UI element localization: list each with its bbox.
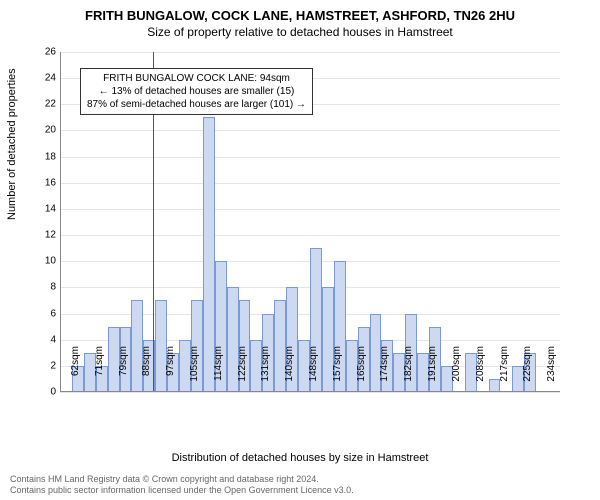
x-tick-label: 165sqm: [356, 346, 367, 396]
x-tick-label: 114sqm: [213, 346, 224, 396]
footer-line-1: Contains HM Land Registry data © Crown c…: [10, 474, 354, 485]
y-tick-label: 10: [26, 256, 56, 267]
x-tick-label: 208sqm: [475, 346, 486, 396]
y-axis-line: [60, 52, 61, 392]
annotation-line: FRITH BUNGALOW COCK LANE: 94sqm: [87, 72, 306, 85]
x-tick-label: 182sqm: [403, 346, 414, 396]
y-tick-label: 12: [26, 230, 56, 241]
y-tick-label: 20: [26, 125, 56, 136]
grid-line: [60, 209, 560, 210]
y-tick-label: 0: [26, 387, 56, 398]
y-tick-label: 26: [26, 47, 56, 58]
y-tick-label: 24: [26, 73, 56, 84]
x-tick-label: 79sqm: [118, 346, 129, 396]
grid-line: [60, 157, 560, 158]
annotation-box: FRITH BUNGALOW COCK LANE: 94sqm← 13% of …: [80, 68, 313, 115]
x-tick-label: 122sqm: [237, 346, 248, 396]
x-tick-label: 88sqm: [141, 346, 152, 396]
x-tick-label: 71sqm: [94, 346, 105, 396]
chart-title: FRITH BUNGALOW, COCK LANE, HAMSTREET, AS…: [0, 0, 600, 23]
grid-line: [60, 130, 560, 131]
grid-line: [60, 183, 560, 184]
y-tick-label: 8: [26, 282, 56, 293]
attribution-footer: Contains HM Land Registry data © Crown c…: [10, 474, 354, 496]
grid-line: [60, 52, 560, 53]
y-tick-label: 4: [26, 334, 56, 345]
y-tick-label: 18: [26, 151, 56, 162]
y-tick-label: 2: [26, 360, 56, 371]
x-tick-label: 200sqm: [451, 346, 462, 396]
annotation-line: 87% of semi-detached houses are larger (…: [87, 98, 306, 111]
chart-container: FRITH BUNGALOW, COCK LANE, HAMSTREET, AS…: [0, 0, 600, 500]
y-tick-label: 16: [26, 177, 56, 188]
x-tick-label: 148sqm: [308, 346, 319, 396]
x-tick-label: 217sqm: [499, 346, 510, 396]
annotation-line: ← 13% of detached houses are smaller (15…: [87, 85, 306, 98]
y-tick-label: 22: [26, 99, 56, 110]
x-tick-label: 225sqm: [522, 346, 533, 396]
x-tick-label: 174sqm: [379, 346, 390, 396]
x-tick-label: 191sqm: [427, 346, 438, 396]
x-tick-label: 131sqm: [260, 346, 271, 396]
chart-subtitle: Size of property relative to detached ho…: [0, 25, 600, 39]
x-tick-label: 62sqm: [70, 346, 81, 396]
y-tick-label: 6: [26, 308, 56, 319]
x-axis-label: Distribution of detached houses by size …: [0, 452, 600, 464]
x-tick-label: 140sqm: [284, 346, 295, 396]
y-axis-label: Number of detached properties: [6, 68, 18, 220]
y-tick-label: 14: [26, 203, 56, 214]
x-tick-label: 105sqm: [189, 346, 200, 396]
grid-line: [60, 235, 560, 236]
footer-line-2: Contains public sector information licen…: [10, 485, 354, 496]
x-tick-label: 97sqm: [165, 346, 176, 396]
x-axis-line: [60, 391, 560, 392]
x-tick-label: 157sqm: [332, 346, 343, 396]
x-tick-label: 234sqm: [546, 346, 557, 396]
plot-area: 0246810121416182022242662sqm71sqm79sqm88…: [60, 52, 560, 392]
